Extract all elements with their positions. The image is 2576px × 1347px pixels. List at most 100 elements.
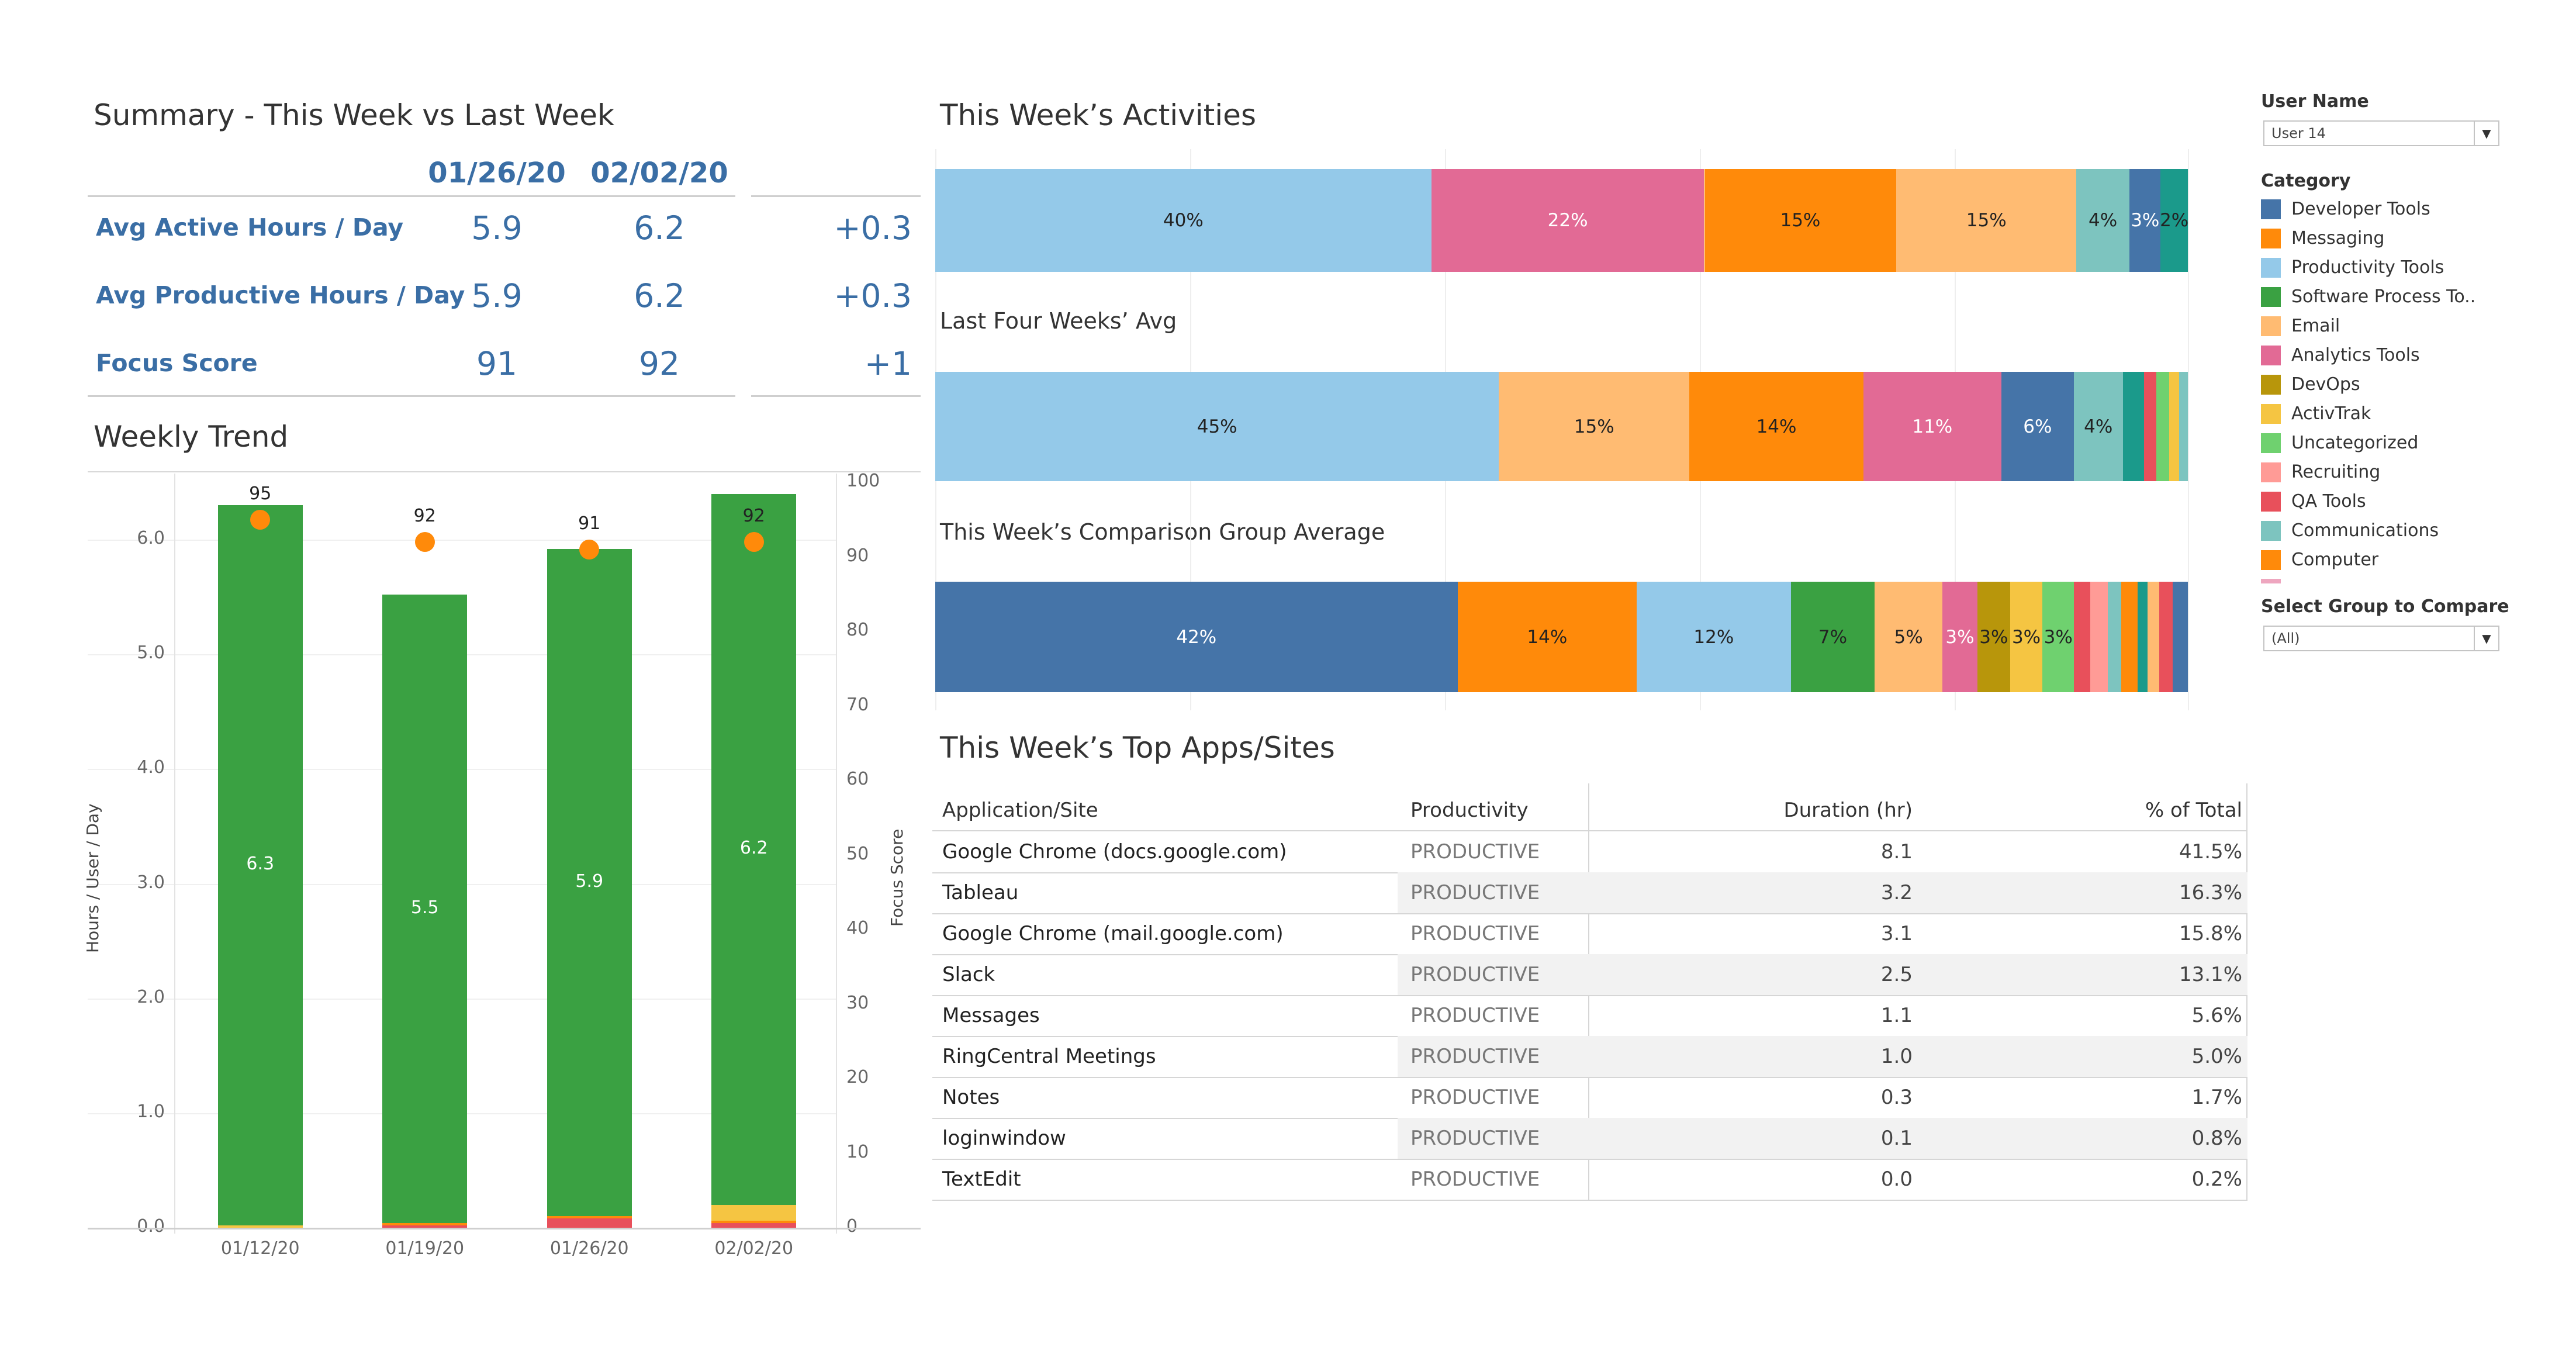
activity-segment[interactable]: 3% (1942, 582, 1977, 692)
activity-segment[interactable]: 15% (1499, 372, 1690, 481)
table-row[interactable]: TextEdit PRODUCTIVE 0.0 0.2% (932, 1159, 2247, 1201)
trend-bar-segment[interactable] (547, 1216, 632, 1219)
activity-segment[interactable] (2090, 582, 2108, 692)
table-row[interactable]: Google Chrome (mail.google.com) PRODUCTIV… (932, 913, 2247, 955)
activity-segment[interactable] (2159, 582, 2173, 692)
cell-duration: 0.1 (1880, 1127, 1913, 1150)
activity-segment[interactable]: 5% (1875, 582, 1942, 692)
table-row[interactable]: Tableau PRODUCTIVE 3.2 16.3% (932, 872, 2247, 914)
legend-item[interactable]: Computer (2261, 550, 2378, 570)
activity-segment[interactable]: 4% (2076, 169, 2130, 272)
chevron-down-icon[interactable]: ▼ (2474, 122, 2498, 145)
trend-y-left-label: Hours / User / Day (83, 803, 102, 953)
activity-segment[interactable]: 3% (1977, 582, 2010, 692)
trend-bar-segment[interactable] (217, 1225, 303, 1228)
activity-segment[interactable] (2121, 582, 2138, 692)
legend-item[interactable]: Uncategorized (2261, 433, 2418, 453)
trend-bar-segment[interactable] (217, 505, 303, 1226)
legend-item[interactable]: Developer Tools (2261, 199, 2430, 219)
legend-item[interactable]: Email (2261, 316, 2340, 336)
cell-percent-total: 15.8% (2179, 922, 2242, 945)
header-productivity[interactable]: Productivity (1410, 799, 1529, 822)
cell-application: TextEdit (942, 1168, 1021, 1191)
header-percent-total[interactable]: % of Total (2145, 799, 2242, 822)
activity-segment[interactable]: 22% (1431, 169, 1704, 272)
trend-bar-segment[interactable] (711, 493, 797, 1205)
table-row[interactable]: Messages PRODUCTIVE 1.1 5.6% (932, 995, 2247, 1037)
legend-item[interactable]: Communications (2261, 520, 2439, 541)
trend-bar-segment[interactable] (711, 1223, 797, 1228)
compare-group-label: Select Group to Compare (2261, 596, 2509, 617)
table-row[interactable]: Notes PRODUCTIVE 0.3 1.7% (932, 1077, 2247, 1119)
trend-bar-segment[interactable] (547, 548, 632, 1217)
legend-item[interactable]: ActivTrak (2261, 403, 2371, 424)
table-row[interactable]: loginwindow PRODUCTIVE 0.1 0.8% (932, 1118, 2247, 1160)
activity-segment[interactable] (2173, 582, 2188, 692)
focus-score-point[interactable] (414, 532, 435, 552)
activity-segment[interactable] (2156, 372, 2169, 481)
activity-segment[interactable] (2148, 582, 2159, 692)
legend-item[interactable]: Analytics Tools (2261, 345, 2420, 365)
trend-bar-label: 5.5 (410, 897, 439, 918)
activity-segment[interactable]: 40% (935, 169, 1432, 272)
trend-left-axis (174, 474, 175, 1234)
activity-segment[interactable] (2107, 582, 2122, 692)
trend-bar-label: 6.3 (246, 854, 275, 875)
activity-segment[interactable]: 3% (2129, 169, 2161, 272)
cell-duration: 1.0 (1880, 1045, 1913, 1068)
activity-segment[interactable] (2138, 582, 2148, 692)
activity-segment[interactable]: 3% (2010, 582, 2043, 692)
table-row[interactable]: RingCentral Meetings PRODUCTIVE 1.0 5.0% (932, 1036, 2247, 1078)
activity-segment[interactable]: 2% (2160, 169, 2188, 272)
header-application[interactable]: Application/Site (942, 799, 1098, 822)
summary-divider-bottom (88, 395, 735, 397)
legend-item[interactable]: Software Process To.. (2261, 286, 2475, 307)
legend-item[interactable]: Messaging (2261, 228, 2384, 248)
table-row[interactable]: Google Chrome (docs.google.com) PRODUCTIV… (932, 831, 2247, 873)
legend-item[interactable]: Productivity Tools (2261, 257, 2444, 278)
compare-group-dropdown[interactable]: (All) ▼ (2263, 626, 2499, 651)
row-shade (1398, 954, 2247, 995)
trend-bar-segment[interactable] (382, 1225, 468, 1228)
activity-segment[interactable]: 7% (1790, 582, 1875, 692)
legend-item[interactable]: Recruiting (2261, 462, 2380, 482)
focus-score-point[interactable] (579, 539, 600, 559)
activity-segment[interactable]: 3% (2042, 582, 2074, 692)
summary-row-diff: +0.3 (834, 209, 912, 247)
activity-segment[interactable]: 42% (935, 582, 1458, 692)
activity-segment[interactable] (2073, 582, 2090, 692)
focus-score-point[interactable] (744, 532, 764, 552)
activity-segment[interactable] (2143, 372, 2157, 481)
activity-segment[interactable]: 14% (1457, 582, 1637, 692)
summary-col-prev: 01/26/20 (428, 157, 566, 189)
chevron-down-icon[interactable]: ▼ (2474, 627, 2498, 650)
activity-segment[interactable] (2169, 372, 2179, 481)
cell-productivity: PRODUCTIVE (1410, 963, 1540, 986)
activity-segment[interactable]: 15% (1704, 169, 1897, 272)
header-duration[interactable]: Duration (hr) (1783, 799, 1913, 822)
activities-bar-title: Last Four Weeks’ Avg (940, 308, 1177, 334)
activity-segment[interactable]: 45% (935, 372, 1499, 481)
activity-segment[interactable]: 6% (2001, 372, 2074, 481)
activity-segment[interactable] (2179, 372, 2188, 481)
trend-bar-segment[interactable] (711, 1221, 797, 1224)
activity-segment[interactable]: 15% (1896, 169, 2077, 272)
focus-score-point[interactable] (250, 509, 271, 530)
table-row[interactable]: Slack PRODUCTIVE 2.5 13.1% (932, 954, 2247, 996)
activity-segment[interactable]: 12% (1637, 582, 1791, 692)
trend-bar-segment[interactable] (382, 1223, 468, 1226)
trend-bar-segment[interactable] (711, 1204, 797, 1221)
trend-bar-segment[interactable] (382, 595, 468, 1224)
cell-duration: 2.5 (1880, 963, 1913, 986)
activity-segment[interactable] (2122, 372, 2144, 481)
cell-productivity: PRODUCTIVE (1410, 840, 1540, 864)
user-name-dropdown[interactable]: User 14 ▼ (2263, 120, 2499, 146)
activity-segment[interactable]: 4% (2073, 372, 2123, 481)
trend-gridline (88, 769, 836, 771)
legend-item[interactable]: DevOps (2261, 374, 2360, 395)
activity-segment[interactable]: 14% (1689, 372, 1863, 481)
activity-segment[interactable]: 11% (1863, 372, 2001, 481)
legend-item[interactable]: QA Tools (2261, 491, 2366, 512)
trend-bar-segment[interactable] (547, 1218, 632, 1228)
user-name-label: User Name (2261, 91, 2369, 112)
